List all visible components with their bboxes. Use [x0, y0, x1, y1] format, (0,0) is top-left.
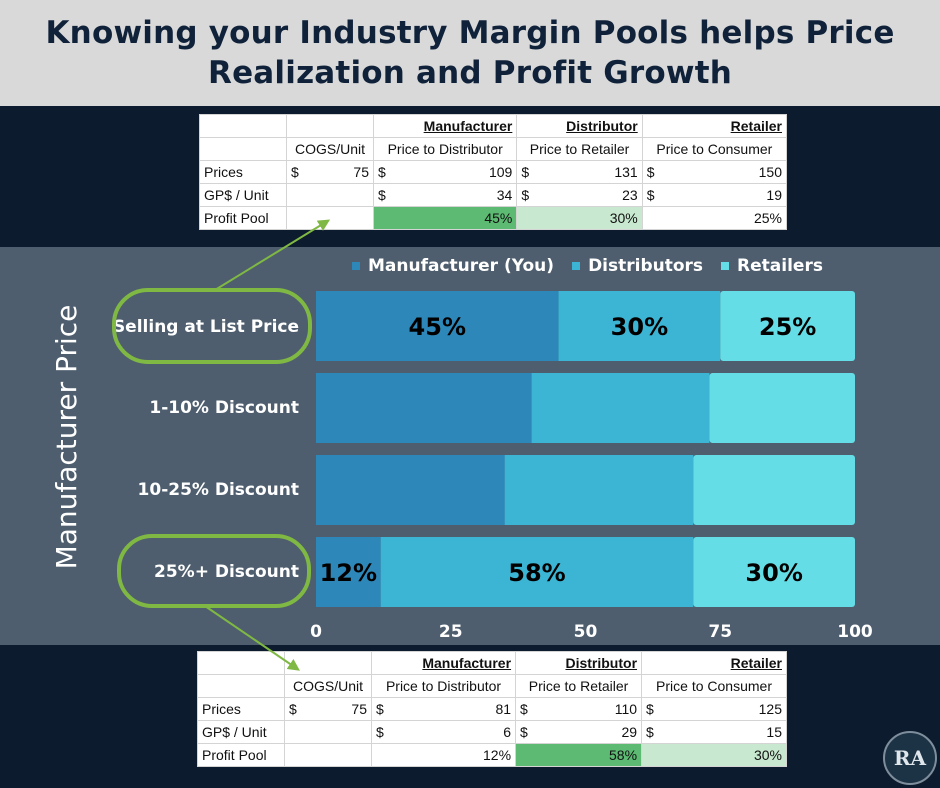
row-label: Prices	[197, 697, 285, 721]
gp-value: 19	[766, 187, 782, 203]
bar-manufacturer	[316, 455, 505, 525]
price-value: 110	[614, 701, 638, 717]
ra-logo: RA	[883, 731, 937, 785]
bar-manufacturer	[316, 537, 381, 607]
legend-label: Distributors	[588, 256, 704, 276]
category-label: Selling at List Price	[112, 317, 299, 337]
highlight-oval-25-discount	[117, 534, 311, 608]
gp-value: 23	[622, 187, 638, 203]
profit-pool-value: 58%	[515, 743, 643, 767]
bar-data-label: 12%	[320, 559, 377, 587]
legend-item-retailers: Retailers	[721, 256, 823, 276]
table-row: GP$ / Unit $6 $29 $15	[197, 720, 787, 744]
table-header-row: Manufacturer Distributor Retailer	[197, 651, 787, 675]
legend-item-manufacturer: Manufacturer (You)	[352, 256, 554, 276]
price-value: 131	[614, 164, 638, 180]
x-axis-ticks: 0 25 50 75 100	[310, 622, 873, 642]
bar-retailer	[693, 455, 855, 525]
row-label: Profit Pool	[197, 743, 285, 767]
price-value: 109	[488, 164, 513, 180]
subheader-price-to-distributor: Price to Distributor	[370, 674, 517, 698]
bar-distributor	[504, 455, 694, 525]
bar-distributor	[380, 537, 694, 607]
bottom-margin-table: Manufacturer Distributor Retailer COGS/U…	[197, 651, 787, 767]
row-label: Prices	[199, 160, 287, 184]
bar-retailer	[693, 537, 855, 607]
row-label: GP$ / Unit	[197, 720, 285, 744]
profit-pool-value: 25%	[641, 206, 788, 230]
gp-value: 34	[496, 187, 513, 203]
bar-manufacturer	[316, 373, 532, 443]
highlight-annotations	[112, 219, 331, 671]
table-row: Profit Pool 12% 58% 30%	[197, 743, 787, 767]
table-row: Profit Pool 45% 30% 25%	[199, 206, 788, 230]
category-label: 25%+ Discount	[154, 562, 299, 582]
bar-data-label: 45%	[409, 313, 466, 341]
cogs-value: 75	[353, 164, 369, 180]
arrow-to-bottom-table	[204, 605, 300, 671]
x-tick-label: 50	[574, 622, 598, 642]
arrow-to-top-table	[214, 219, 331, 291]
chart-legend: Manufacturer (You) Distributors Retailer…	[352, 256, 823, 276]
bar-data-label: 30%	[611, 313, 668, 341]
profit-pool-value: 12%	[370, 743, 517, 767]
gp-value: 6	[503, 724, 512, 740]
legend-swatch	[352, 262, 360, 270]
category-label: 1-10% Discount	[149, 398, 299, 418]
price-value: 125	[758, 701, 782, 717]
category-label: 10-25% Discount	[137, 480, 299, 500]
legend-label: Manufacturer (You)	[368, 256, 555, 276]
table-row: Prices $75 $109 $131 $150	[199, 160, 788, 184]
bar-retailer	[720, 291, 855, 361]
subheader-cogs: COGS/Unit	[284, 674, 372, 698]
header-banner: Knowing your Industry Margin Pools helps…	[0, 0, 940, 106]
header-manufacturer: Manufacturer	[370, 651, 517, 675]
profit-pool-value: 30%	[516, 206, 643, 230]
row-label: Profit Pool	[199, 206, 287, 230]
gp-value: 29	[621, 724, 638, 740]
x-tick-label: 0	[310, 622, 322, 642]
subheader-price-to-retailer: Price to Retailer	[515, 674, 643, 698]
row-label: GP$ / Unit	[199, 183, 287, 207]
x-tick-label: 100	[837, 622, 873, 642]
bar-labels-group: 45% 30% 25% 12% 58% 30%	[320, 313, 817, 587]
table-subheader-row: COGS/Unit Price to Distributor Price to …	[197, 674, 787, 698]
subheader-price-to-retailer: Price to Retailer	[516, 137, 643, 161]
price-value: 150	[758, 164, 782, 180]
subheader-price-to-distributor: Price to Distributor	[372, 137, 518, 161]
price-value: 81	[495, 701, 512, 717]
table-row: GP$ / Unit $34 $23 $19	[199, 183, 788, 207]
bar-distributor	[531, 373, 710, 443]
page-title: Knowing your Industry Margin Pools helps…	[45, 15, 895, 91]
bar-data-label: 25%	[759, 313, 816, 341]
header-retailer: Retailer	[641, 651, 787, 675]
top-margin-table: Manufacturer Distributor Retailer COGS/U…	[199, 114, 788, 230]
profit-pool-value: 30%	[641, 743, 787, 767]
bar-manufacturer	[316, 291, 559, 361]
cogs-value: 75	[351, 701, 367, 717]
legend-item-distributors: Distributors	[572, 256, 703, 276]
x-tick-label: 25	[439, 622, 463, 642]
legend-swatch	[721, 262, 730, 270]
bar-distributor	[558, 291, 721, 361]
bar-retailer	[709, 373, 855, 443]
subheader-price-to-consumer: Price to Consumer	[641, 674, 787, 698]
highlight-oval-list-price	[112, 288, 312, 364]
x-tick-label: 75	[708, 622, 732, 642]
table-row: Prices $75 $81 $110 $125	[197, 697, 787, 721]
header-distributor: Distributor	[515, 651, 643, 675]
gp-value: 15	[766, 724, 782, 740]
legend-swatch	[572, 262, 581, 270]
bars-group	[316, 291, 855, 607]
legend-label: Retailers	[737, 256, 823, 276]
bar-data-label: 58%	[508, 559, 565, 587]
profit-pool-value: 45%	[372, 206, 518, 230]
bar-data-label: 30%	[745, 559, 802, 587]
